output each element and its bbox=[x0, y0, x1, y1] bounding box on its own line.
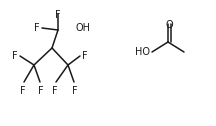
Text: F: F bbox=[52, 86, 58, 96]
Text: OH: OH bbox=[75, 23, 90, 33]
Text: HO: HO bbox=[135, 47, 150, 57]
Text: O: O bbox=[165, 20, 173, 30]
Text: F: F bbox=[20, 86, 26, 96]
Text: F: F bbox=[55, 10, 61, 20]
Text: F: F bbox=[82, 51, 88, 61]
Text: F: F bbox=[38, 86, 44, 96]
Text: F: F bbox=[72, 86, 78, 96]
Text: F: F bbox=[12, 51, 18, 61]
Text: F: F bbox=[34, 23, 40, 33]
